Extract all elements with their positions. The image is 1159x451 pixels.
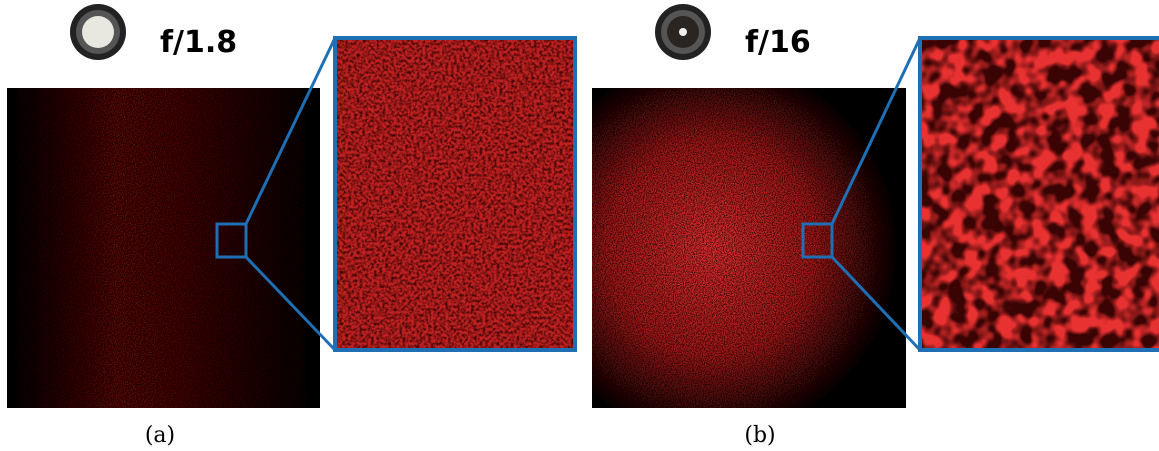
- panel-label: (a): [145, 423, 175, 448]
- figure: f/1.8 (a) f/16 (b): [0, 0, 1159, 451]
- zoom-image: [335, 38, 575, 350]
- panel-label: (b): [744, 423, 775, 448]
- zoom-image: [920, 38, 1159, 350]
- aperture-label: f/1.8: [160, 25, 237, 60]
- lens-icon: [70, 4, 126, 60]
- aperture-label: f/16: [745, 25, 811, 60]
- lens-icon: [655, 4, 711, 60]
- speckle-image: [7, 88, 320, 408]
- speckle-image: [592, 88, 906, 408]
